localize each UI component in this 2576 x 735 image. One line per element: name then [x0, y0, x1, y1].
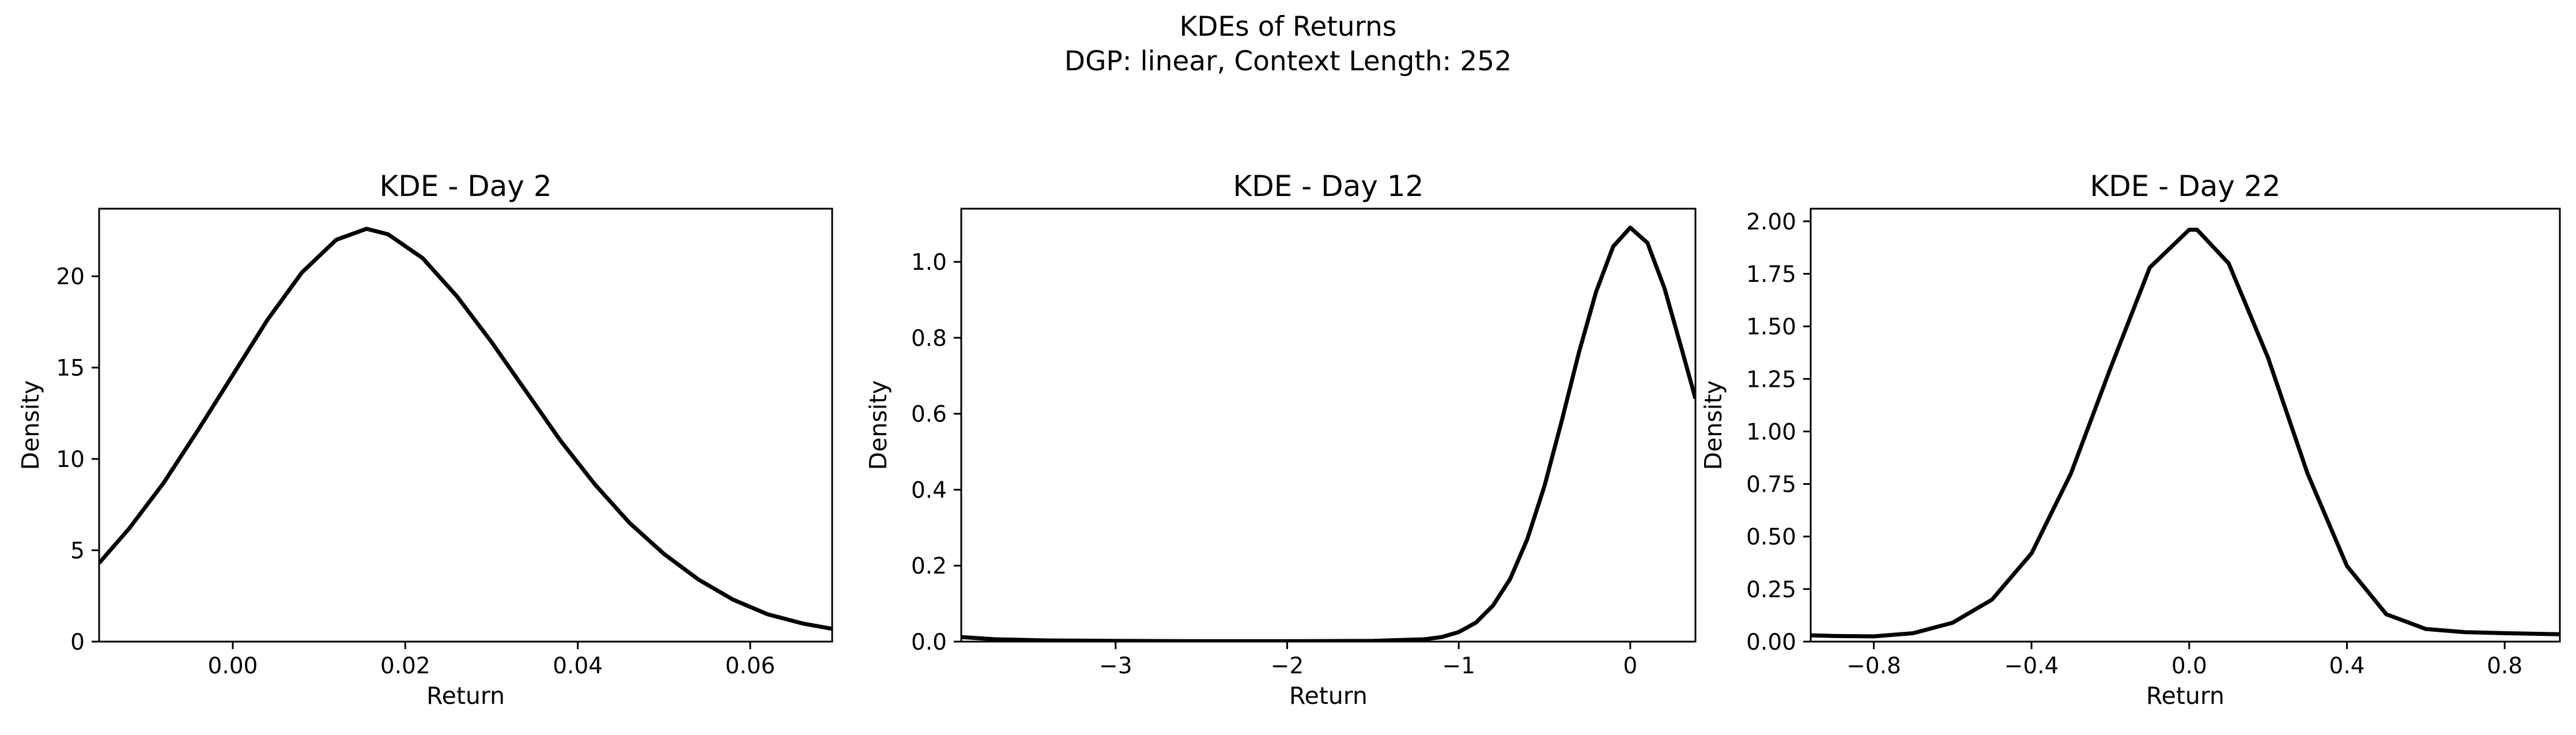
y-axis-label: Density — [864, 380, 892, 470]
x-tick-label: 0.0 — [2171, 653, 2207, 679]
y-tick-label: 1.75 — [1746, 262, 1796, 288]
y-tick-label: 0.75 — [1746, 472, 1796, 498]
figure-title: KDEs of Returns — [1180, 11, 1397, 43]
subplot-title: KDE - Day 2 — [379, 169, 552, 203]
figure-subtitle: DGP: linear, Context Length: 252 — [1064, 46, 1512, 77]
x-tick-label: 0.4 — [2329, 653, 2365, 679]
x-axis-label: Return — [1289, 682, 1368, 710]
x-tick-label: −3 — [1099, 653, 1132, 679]
x-tick-label: 0.04 — [553, 653, 603, 679]
y-tick-label: 0.2 — [911, 553, 947, 579]
y-tick-label: 0.6 — [911, 402, 947, 428]
y-tick-label: 0.4 — [911, 477, 947, 503]
x-tick-label: −0.8 — [1846, 653, 1901, 679]
subplot-day-2: 0.00 0.02 0.04 0.06 0 5 10 15 20 KDE - Day 2 Retur… — [17, 169, 833, 710]
subplot-day-12: −3 −2 −1 0 0.0 0.2 0.4 0.6 0.8 1.0 KDE - Day 12 Ret… — [864, 169, 1697, 710]
y-tick-label: 0 — [70, 630, 85, 655]
y-tick-label: 0.50 — [1746, 525, 1796, 551]
subplot-title: KDE - Day 22 — [2090, 169, 2281, 203]
y-axis-label: Density — [1699, 380, 1727, 470]
y-tick-label: 10 — [56, 447, 85, 473]
y-tick-label: 20 — [56, 264, 85, 290]
x-tick-label: −1 — [1442, 653, 1475, 679]
y-tick-label: 1.0 — [911, 250, 947, 276]
x-tick-label: 0.02 — [380, 653, 430, 679]
y-axis-label: Density — [17, 380, 44, 470]
y-tick-label: 15 — [56, 356, 85, 382]
kde-line — [961, 225, 1695, 642]
x-axis-label: Return — [426, 682, 505, 710]
subplot-title: KDE - Day 12 — [1233, 169, 1424, 203]
y-tick-label: 1.25 — [1746, 367, 1796, 393]
x-tick-label: 0 — [1623, 653, 1637, 679]
y-tick-label: 0.8 — [911, 326, 947, 352]
kde-line — [99, 227, 832, 631]
subplot-day-22: −0.8 −0.4 0.0 0.4 0.8 0.00 0.25 0.50 0.75 1.00 1.2… — [1699, 169, 2561, 710]
y-tick-label: 0.25 — [1746, 577, 1796, 603]
x-axis-label: Return — [2146, 682, 2224, 710]
y-tick-label: 1.00 — [1746, 419, 1796, 445]
plot-frame — [960, 208, 1697, 643]
y-tick-label: 0.0 — [911, 630, 947, 655]
y-tick-label: 5 — [70, 538, 85, 564]
kde-line — [1811, 228, 2560, 639]
y-tick-label: 2.00 — [1746, 209, 1796, 235]
x-tick-label: −2 — [1271, 653, 1304, 679]
y-tick-label: 0.00 — [1746, 630, 1796, 655]
x-tick-label: 0.00 — [208, 653, 258, 679]
x-tick-label: −0.4 — [2004, 653, 2059, 679]
plot-frame — [98, 208, 833, 643]
x-tick-label: 0.8 — [2487, 653, 2522, 679]
y-tick-label: 1.50 — [1746, 314, 1796, 340]
x-tick-label: 0.06 — [725, 653, 775, 679]
plot-frame — [1810, 208, 2561, 643]
